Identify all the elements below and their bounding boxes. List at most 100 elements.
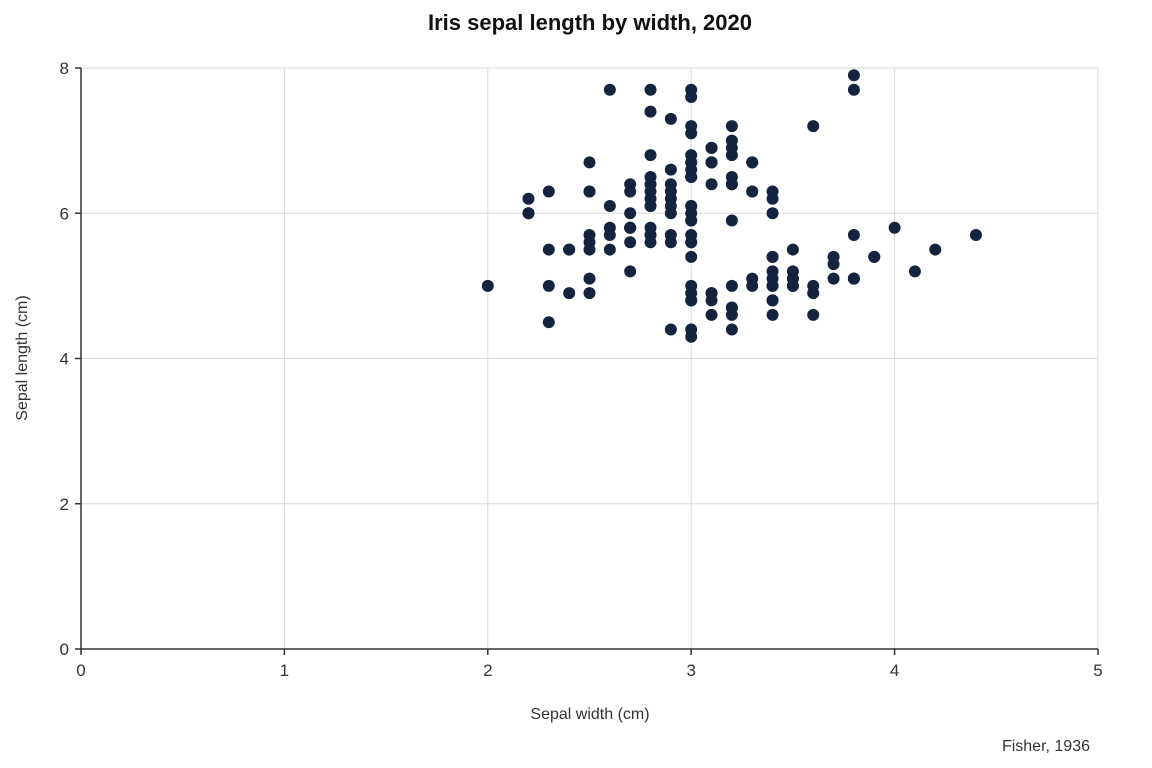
data-point xyxy=(685,294,698,307)
data-point xyxy=(725,323,738,336)
data-point xyxy=(746,156,759,169)
data-point xyxy=(786,243,799,256)
data-point xyxy=(664,207,677,220)
data-point xyxy=(746,279,759,292)
data-point xyxy=(563,243,576,256)
data-point xyxy=(583,156,596,169)
data-point xyxy=(766,294,779,307)
axes: 0 1 2 3 4 5 0 2 4 6 8 xyxy=(60,59,1103,680)
data-point xyxy=(644,221,657,234)
data-point xyxy=(644,236,657,249)
y-tick-label: 4 xyxy=(60,350,69,369)
y-tick-label: 6 xyxy=(60,204,69,223)
data-point xyxy=(583,185,596,198)
data-point xyxy=(725,120,738,133)
data-point xyxy=(786,265,799,278)
x-tick-label: 4 xyxy=(890,661,899,680)
data-point xyxy=(563,287,576,300)
data-point xyxy=(725,178,738,191)
data-point xyxy=(603,243,616,256)
data-point xyxy=(542,243,555,256)
data-point xyxy=(766,308,779,321)
data-point xyxy=(624,185,637,198)
x-tick-label: 2 xyxy=(483,661,492,680)
y-tick-label: 8 xyxy=(60,59,69,78)
data-point xyxy=(685,83,698,96)
data-point xyxy=(685,250,698,263)
data-points xyxy=(481,69,982,343)
y-tick-label: 0 xyxy=(60,640,69,659)
data-point xyxy=(847,69,860,82)
data-point xyxy=(644,185,657,198)
data-point xyxy=(522,207,535,220)
data-point xyxy=(542,316,555,329)
data-point xyxy=(908,265,921,278)
data-point xyxy=(685,156,698,169)
data-point xyxy=(786,279,799,292)
chart-title: Iris sepal length by width, 2020 xyxy=(428,10,752,35)
data-point xyxy=(685,170,698,183)
y-tick-label: 2 xyxy=(60,495,69,514)
data-point xyxy=(827,272,840,285)
source-note: Fisher, 1936 xyxy=(1002,738,1090,755)
data-point xyxy=(868,250,881,263)
data-point xyxy=(888,221,901,234)
data-point xyxy=(766,207,779,220)
data-point xyxy=(624,265,637,278)
data-point xyxy=(603,199,616,212)
data-point xyxy=(664,185,677,198)
data-point xyxy=(705,287,718,300)
x-tick-label: 5 xyxy=(1093,661,1102,680)
data-point xyxy=(705,141,718,154)
data-point xyxy=(725,279,738,292)
data-point xyxy=(664,112,677,125)
data-point xyxy=(624,221,637,234)
x-axis-label: Sepal width (cm) xyxy=(530,706,649,723)
data-point xyxy=(969,229,982,242)
data-point xyxy=(725,214,738,227)
data-point xyxy=(685,214,698,227)
data-point xyxy=(766,272,779,285)
data-point xyxy=(705,308,718,321)
data-point xyxy=(624,236,637,249)
data-point xyxy=(685,120,698,133)
gridlines xyxy=(81,67,1099,649)
data-point xyxy=(583,243,596,256)
data-point xyxy=(603,83,616,96)
data-point xyxy=(766,250,779,263)
data-point xyxy=(847,83,860,96)
data-point xyxy=(624,207,637,220)
data-point xyxy=(664,323,677,336)
data-point xyxy=(746,185,759,198)
data-point xyxy=(807,120,820,133)
data-point xyxy=(929,243,942,256)
x-tick-label: 1 xyxy=(280,661,289,680)
data-point xyxy=(725,308,738,321)
data-point xyxy=(827,258,840,271)
data-point xyxy=(664,163,677,176)
data-point xyxy=(522,192,535,205)
data-point xyxy=(685,229,698,242)
data-point xyxy=(766,192,779,205)
data-point xyxy=(583,287,596,300)
data-point xyxy=(847,229,860,242)
y-axis-label: Sepal length (cm) xyxy=(14,295,31,420)
x-tick-label: 3 xyxy=(686,661,695,680)
data-point xyxy=(847,272,860,285)
data-point xyxy=(664,229,677,242)
data-point xyxy=(583,229,596,242)
data-point xyxy=(807,308,820,321)
data-point xyxy=(603,221,616,234)
data-point xyxy=(807,287,820,300)
data-point xyxy=(685,279,698,292)
data-point xyxy=(685,323,698,336)
data-point xyxy=(644,105,657,118)
data-point xyxy=(725,149,738,162)
data-point xyxy=(644,83,657,96)
data-point xyxy=(705,178,718,191)
x-tick-label: 0 xyxy=(76,661,85,680)
data-point xyxy=(542,185,555,198)
data-point xyxy=(644,149,657,162)
data-point xyxy=(705,156,718,169)
